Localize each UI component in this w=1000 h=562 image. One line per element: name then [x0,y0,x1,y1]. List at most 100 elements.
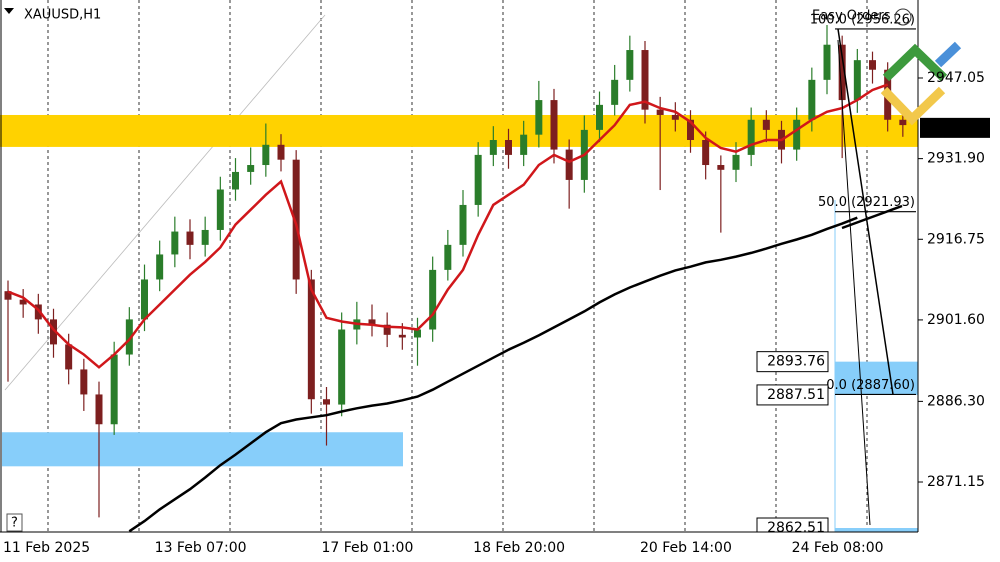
candle-body [520,134,528,155]
y-tick-label: 2931.90 [927,151,985,167]
zone [835,361,918,395]
candle-body [459,204,467,245]
candle-body [489,140,497,155]
candle-body [853,60,861,101]
candle-body [550,100,558,150]
moving-average-line [7,83,889,369]
candle-body [201,229,209,245]
candle-body [216,189,224,230]
candle-body [323,399,330,405]
help-label[interactable]: ? [11,516,18,531]
x-tick-label: 20 Feb 14:00 [640,540,732,556]
candle-body [762,119,770,130]
candle-body [80,369,88,395]
candle-body [717,165,725,170]
candle-body [596,104,603,130]
candle-body [535,100,543,135]
logo-green [882,43,948,82]
x-tick-label: 24 Feb 08:00 [792,540,884,556]
level-label: 2887.51 [767,387,825,403]
candle-body [429,269,437,330]
candle-body [732,154,740,170]
level-box [756,351,829,373]
candle-body [292,159,300,280]
candle-body [141,279,148,320]
logo-blue [934,41,962,68]
x-tick-label: 18 Feb 20:00 [473,540,565,556]
candle-body [383,324,391,335]
candle-body [702,140,710,166]
fib-level-label: 50.0 (2921.93) [818,195,915,210]
y-tick-label: 2947.05 [927,70,985,86]
candle-body [171,231,179,255]
level-label: 2862.51 [767,520,825,536]
fib-level-label: 100.0 (2956.26) [810,12,915,27]
candle-body [398,334,406,338]
candle-body [747,119,755,155]
candle-body [307,279,315,400]
candle-body [808,79,816,120]
candle-body [444,244,452,270]
candle-body [869,60,876,70]
last-price-box [920,117,990,138]
title-marker [4,8,14,14]
candle-body [414,329,421,338]
y-tick-label: 2886.30 [927,393,985,409]
candle-body [611,79,619,105]
y-tick-label: 2916.75 [927,231,985,247]
x-tick-label: 13 Feb 07:00 [155,540,247,556]
candle-body [626,50,634,80]
candle-body [505,140,512,155]
candle-body [247,165,255,172]
drawing-line [4,14,326,391]
logo-yellow [880,86,946,126]
candle-body [19,299,27,305]
candle-body [368,319,376,325]
moving-average-line [128,216,858,532]
candle-body [338,329,346,405]
help-button[interactable] [6,513,23,532]
candle-body [656,109,664,115]
easy-orders-icon[interactable] [894,8,912,26]
candle-body [65,344,73,370]
candle-body [277,144,285,160]
candle-body [34,304,42,320]
y-tick-label: 2871.15 [927,474,985,490]
candle-body [156,254,164,280]
candle-body [186,231,194,245]
candle-body [262,144,270,166]
candle-body [95,394,103,425]
x-tick-label: 17 Feb 01:00 [322,540,414,556]
candle-body [232,171,239,190]
chart-title: XAUUSD,H1 [24,8,101,23]
candle-body [671,114,679,120]
logo [880,41,962,126]
candle-body [125,319,133,355]
candle-body [823,44,831,80]
candle-body [110,354,118,425]
level-label: 2893.76 [767,354,825,370]
easy-orders-label: Easy Orders [812,9,891,24]
y-tick-label: 2901.60 [927,312,985,328]
fib-trendline [837,28,894,395]
candle-body [4,291,12,300]
candle-body [838,44,846,101]
plot-area: 100.0 (2956.26) 50.0 (2921.93) 0.0 (2887.6… [0,0,918,536]
candle-body [687,119,694,140]
fib-level-label: 0.0 (2887.60) [826,378,915,393]
level-box [756,384,829,406]
x-tick-label: 11 Feb 2025 [3,540,90,556]
last-price-label: 2937.68 [927,120,985,136]
candle-body [793,119,801,150]
drawing-line [841,204,903,230]
candle-body [474,154,482,205]
candle-body [641,50,649,110]
candle-body [50,319,57,345]
level-strip [835,528,918,532]
level-box [756,517,829,532]
drawing-line [837,39,871,526]
candle-body [565,149,573,180]
